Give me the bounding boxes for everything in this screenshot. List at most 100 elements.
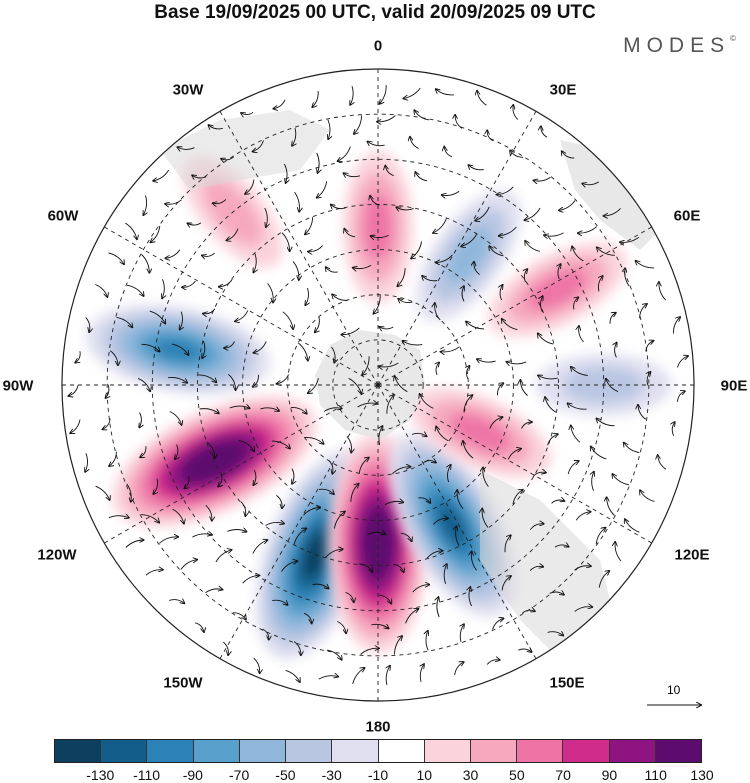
wind-arrow xyxy=(658,455,667,470)
wind-arrow xyxy=(567,461,579,475)
wind-arrow xyxy=(385,166,394,177)
wind-arrow xyxy=(328,460,333,473)
wind-arrow xyxy=(218,473,222,487)
wind-arrow xyxy=(386,666,390,686)
wind-arrow xyxy=(153,478,157,494)
wind-arrow xyxy=(420,394,434,409)
wind-arrow xyxy=(529,524,544,530)
wind-arrow xyxy=(108,516,129,518)
wind-arrow xyxy=(677,391,685,402)
colorbar-bin-10 xyxy=(517,740,564,762)
wind-arrow xyxy=(462,286,464,302)
wind-arrow xyxy=(426,631,428,651)
wind-arrow xyxy=(308,245,323,252)
wind-arrow xyxy=(457,490,464,509)
wind-arrow xyxy=(532,472,546,477)
wind-arrow xyxy=(109,451,117,466)
wind-arrow xyxy=(254,341,267,353)
wind-arrow xyxy=(436,363,439,375)
wind-arrow xyxy=(507,449,521,460)
wind-arrow xyxy=(522,610,535,614)
wind-arrow xyxy=(467,366,470,379)
wind-arrow xyxy=(549,592,564,595)
anomaly-25e-negative xyxy=(389,431,516,618)
colorbar-bin-6 xyxy=(332,740,379,762)
wind-arrow xyxy=(625,268,630,287)
copyright-mark: © xyxy=(730,34,736,43)
wind-arrow xyxy=(538,333,554,345)
wind-arrow xyxy=(487,130,494,142)
wind-arrow xyxy=(143,195,146,215)
wind-arrow xyxy=(85,453,87,472)
wind-arrow xyxy=(371,624,388,628)
wind-arrow xyxy=(95,485,110,500)
wind-arrow xyxy=(70,419,81,434)
wind-arrow xyxy=(624,443,640,454)
wind-arrow xyxy=(471,551,477,571)
wind-arrow xyxy=(672,422,675,436)
wind-arrow xyxy=(574,566,591,571)
wind-arrow xyxy=(315,317,320,332)
wind-arrow xyxy=(582,181,600,185)
wind-arrow xyxy=(547,632,564,636)
wind-arrow xyxy=(169,411,182,425)
wind-arrow xyxy=(414,110,430,121)
wind-arrow xyxy=(273,99,286,109)
wind-arrow xyxy=(411,241,423,259)
wind-arrow xyxy=(410,137,419,149)
colorbar-tick-label: 90 xyxy=(601,767,618,783)
reference-arrow-icon xyxy=(647,683,705,713)
wind-arrow xyxy=(305,287,308,305)
wind-arrow xyxy=(180,560,197,570)
wind-arrow xyxy=(331,205,346,209)
wind-arrow xyxy=(598,276,602,292)
wind-arrow xyxy=(604,208,621,216)
wind-arrow xyxy=(141,343,160,351)
wind-arrow xyxy=(442,190,460,195)
wind-arrow xyxy=(262,628,269,640)
wind-arrow xyxy=(125,540,144,548)
wind-arrow xyxy=(226,228,239,241)
wind-arrow xyxy=(205,589,223,594)
wind-arrow xyxy=(228,374,235,390)
colorbar-tick-label: -110 xyxy=(133,767,161,783)
colorbar-bin-5 xyxy=(286,740,333,762)
wind-arrow xyxy=(612,474,629,486)
wind-arrow xyxy=(513,105,519,120)
wind-arrow xyxy=(571,426,581,443)
wind-arrow xyxy=(68,385,79,396)
wind-arrow xyxy=(579,326,584,343)
wind-arrow xyxy=(140,446,147,457)
wind-arrow xyxy=(267,283,274,302)
wind-arrow xyxy=(229,406,250,408)
wind-arrow xyxy=(202,340,205,358)
wind-arrow xyxy=(489,417,503,429)
brand-text: MODES xyxy=(623,34,731,57)
wind-arrow xyxy=(194,622,204,632)
wind-arrow xyxy=(398,299,413,303)
wind-arrow xyxy=(412,585,430,593)
wind-arrow xyxy=(572,246,584,262)
wind-arrow xyxy=(331,346,336,363)
colorbar xyxy=(54,739,702,763)
wind-arrow xyxy=(344,173,361,176)
wind-arrow xyxy=(444,147,453,158)
wind-arrow xyxy=(203,308,216,314)
wind-arrow xyxy=(433,218,447,234)
wind-arrow xyxy=(474,262,480,275)
wind-arrow xyxy=(137,377,150,391)
wind-arrow xyxy=(276,495,282,508)
lon-label-150w: 150W xyxy=(163,674,203,692)
lon-label-30e: 30E xyxy=(549,81,577,99)
wind-arrow xyxy=(597,247,615,256)
wind-arrow xyxy=(165,199,182,204)
wind-arrow xyxy=(346,436,352,452)
wind-arrow xyxy=(219,279,233,287)
wind-arrow xyxy=(640,490,655,502)
reference-vector: 10 xyxy=(645,683,705,713)
wind-arrow xyxy=(245,179,255,194)
wind-arrow xyxy=(418,497,430,503)
lon-label-120w: 120W xyxy=(37,546,77,564)
wind-arrow xyxy=(95,284,107,298)
